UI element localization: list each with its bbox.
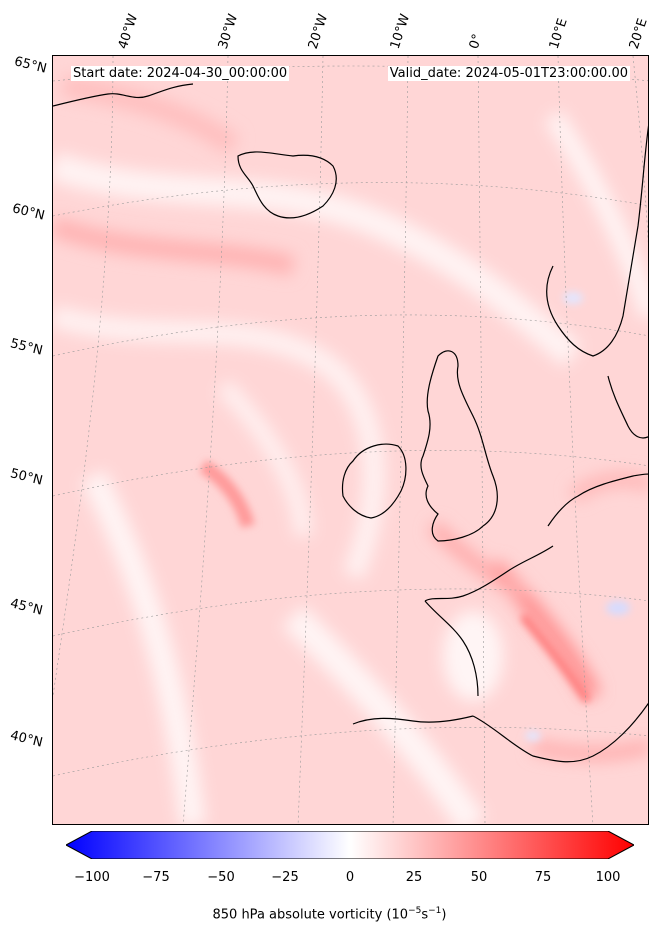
lat-label-40n: 40°N	[8, 728, 45, 751]
lat-label-45n: 45°N	[8, 596, 45, 619]
high-vorticity-bands	[53, 75, 648, 761]
iberia-coast	[352, 702, 648, 763]
colorbar-tick: −75	[142, 870, 170, 885]
lon-label-40w: 40°W	[115, 12, 142, 51]
colorbar	[66, 831, 634, 859]
iceland-coast	[237, 151, 337, 219]
valid-date-label: Valid_date: 2024-05-01T23:00:00.00	[387, 66, 630, 81]
low-vorticity-bands	[53, 110, 648, 824]
colorbar-tick: 0	[345, 870, 355, 885]
colorbar-tick: −25	[271, 870, 299, 885]
lon-label-0: 0°	[466, 32, 486, 51]
norway-coast	[546, 125, 648, 357]
start-date-label: Start date: 2024-04-30_00:00:00	[71, 66, 290, 81]
lat-label-60n: 60°N	[10, 201, 47, 224]
colorbar-tick: 100	[595, 870, 621, 885]
colorbar-title: 850 hPa absolute vorticity (10−5s−1)	[212, 906, 447, 923]
lon-label-30w: 30°W	[215, 12, 242, 51]
colorbar-body	[66, 831, 634, 859]
colorbar-tick: 50	[470, 870, 488, 885]
lon-label-10w: 10°W	[387, 12, 414, 51]
lon-label-10e: 10°E	[546, 16, 571, 51]
vorticity-map	[52, 55, 649, 825]
britain-coast	[420, 350, 498, 542]
vortex-core	[199, 459, 592, 704]
graticule	[53, 56, 648, 824]
lat-label-65n: 65°N	[12, 54, 49, 77]
denmark-coast	[607, 375, 648, 439]
colorbar-tick: −50	[207, 870, 235, 885]
colorbar-tick: 25	[405, 870, 423, 885]
lat-label-55n: 55°N	[8, 336, 45, 359]
field-base	[53, 56, 648, 824]
lon-label-20e: 20°E	[626, 16, 651, 51]
greenland-coast	[53, 83, 194, 107]
france-coast	[424, 545, 554, 697]
ireland-coast	[341, 443, 407, 519]
coastlines	[53, 83, 648, 763]
netherlands-coast	[547, 473, 648, 527]
colorbar-tick: 75	[534, 870, 552, 885]
negative-patches	[525, 292, 630, 741]
colorbar-tick: −100	[74, 870, 110, 885]
lat-label-50n: 50°N	[8, 466, 45, 489]
lon-label-20w: 20°W	[305, 12, 332, 51]
vorticity-field	[53, 56, 648, 824]
